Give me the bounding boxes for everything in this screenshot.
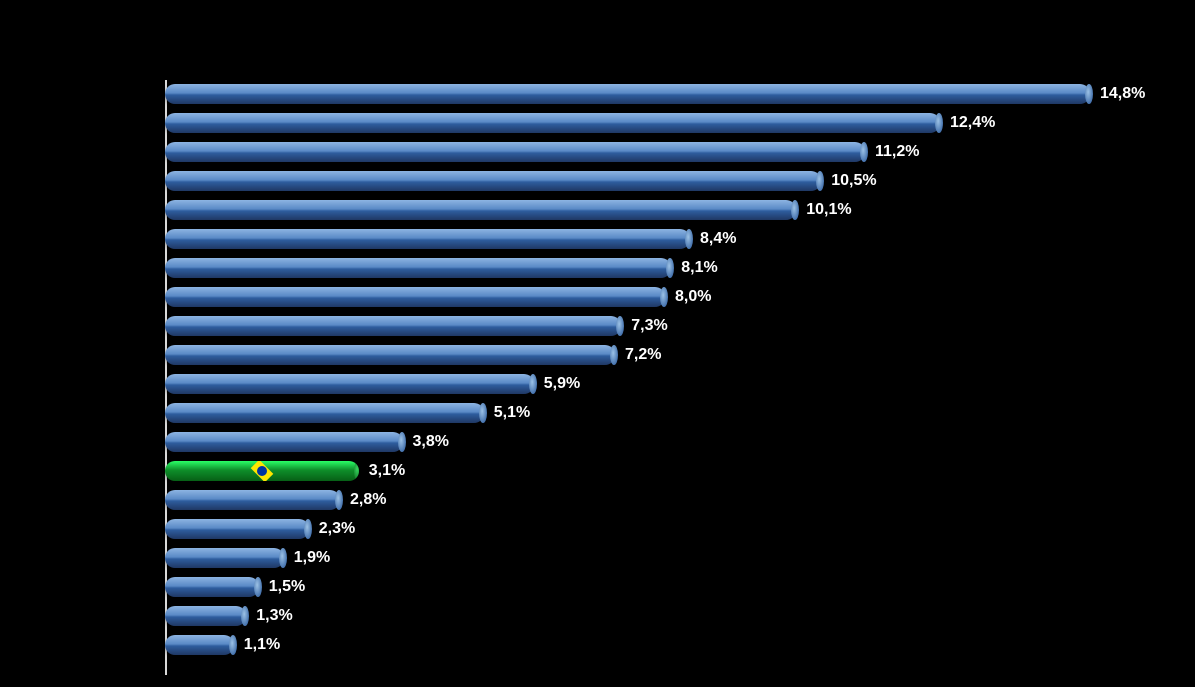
bar-value-label: 1,3% bbox=[256, 606, 292, 626]
plot-area: 14,8% 12,4% 11,2% 10,5% 10,1% 8,4% 8,1% 8,0% 7,3… bbox=[165, 80, 1165, 675]
bar bbox=[165, 287, 665, 307]
bar bbox=[165, 548, 284, 568]
bar bbox=[165, 200, 796, 220]
bar bbox=[165, 113, 940, 133]
brazil-flag-globe-icon bbox=[257, 466, 267, 476]
bar-end-cap bbox=[254, 577, 262, 597]
bar-value-label: 5,1% bbox=[494, 403, 530, 423]
bar-value-label: 8,0% bbox=[675, 287, 711, 307]
bar-end-cap bbox=[610, 345, 618, 365]
bar bbox=[165, 403, 484, 423]
bar-value-label: 7,3% bbox=[631, 316, 667, 336]
bar-end-cap bbox=[241, 606, 249, 626]
bar-end-cap bbox=[1085, 84, 1093, 104]
bar-end-cap bbox=[479, 403, 487, 423]
bar-value-label: 14,8% bbox=[1100, 84, 1145, 104]
bar-end-cap bbox=[616, 316, 624, 336]
bar-value-label: 3,1% bbox=[369, 461, 405, 481]
bar-end-cap bbox=[935, 113, 943, 133]
bar-value-label: 2,3% bbox=[319, 519, 355, 539]
bar-row: 3,1% bbox=[165, 457, 359, 486]
bar-end-cap bbox=[660, 287, 668, 307]
bar-value-label: 5,9% bbox=[544, 374, 580, 394]
bar-end-cap bbox=[304, 519, 312, 539]
bar bbox=[165, 519, 309, 539]
bar bbox=[165, 84, 1090, 104]
bar-end-cap bbox=[529, 374, 537, 394]
bar bbox=[165, 258, 671, 278]
bar-end-cap bbox=[279, 548, 287, 568]
bar-end-cap bbox=[685, 229, 693, 249]
bar bbox=[165, 229, 690, 249]
bar-value-label: 3,8% bbox=[413, 432, 449, 452]
bar bbox=[165, 142, 865, 162]
bar-end-cap bbox=[335, 490, 343, 510]
bar bbox=[165, 606, 246, 626]
bar-value-label: 1,5% bbox=[269, 577, 305, 597]
bar bbox=[165, 316, 621, 336]
bar bbox=[165, 345, 615, 365]
bar-value-label: 10,5% bbox=[831, 171, 876, 191]
bar-end-cap bbox=[229, 635, 237, 655]
bar-brazil bbox=[165, 461, 359, 481]
bar-value-label: 1,1% bbox=[244, 635, 280, 655]
bar-value-label: 8,1% bbox=[681, 258, 717, 278]
bar-end-cap bbox=[860, 142, 868, 162]
bar bbox=[165, 432, 403, 452]
bar-value-label: 10,1% bbox=[806, 200, 851, 220]
bar-value-label: 12,4% bbox=[950, 113, 995, 133]
bar-end-cap bbox=[354, 461, 359, 481]
bar-end-cap bbox=[816, 171, 824, 191]
bar-value-label: 2,8% bbox=[350, 490, 386, 510]
bar-end-cap bbox=[666, 258, 674, 278]
bar bbox=[165, 171, 821, 191]
bar bbox=[165, 374, 534, 394]
horizontal-bar-chart: 14,8% 12,4% 11,2% 10,5% 10,1% 8,4% 8,1% 8,0% 7,3… bbox=[0, 0, 1195, 687]
bar-end-cap bbox=[791, 200, 799, 220]
bar-value-label: 7,2% bbox=[625, 345, 661, 365]
bar bbox=[165, 577, 259, 597]
bar-value-label: 8,4% bbox=[700, 229, 736, 249]
bar-value-label: 11,2% bbox=[875, 142, 919, 162]
bar bbox=[165, 635, 234, 655]
bar-end-cap bbox=[398, 432, 406, 452]
bar-value-label: 1,9% bbox=[294, 548, 330, 568]
bar bbox=[165, 490, 340, 510]
